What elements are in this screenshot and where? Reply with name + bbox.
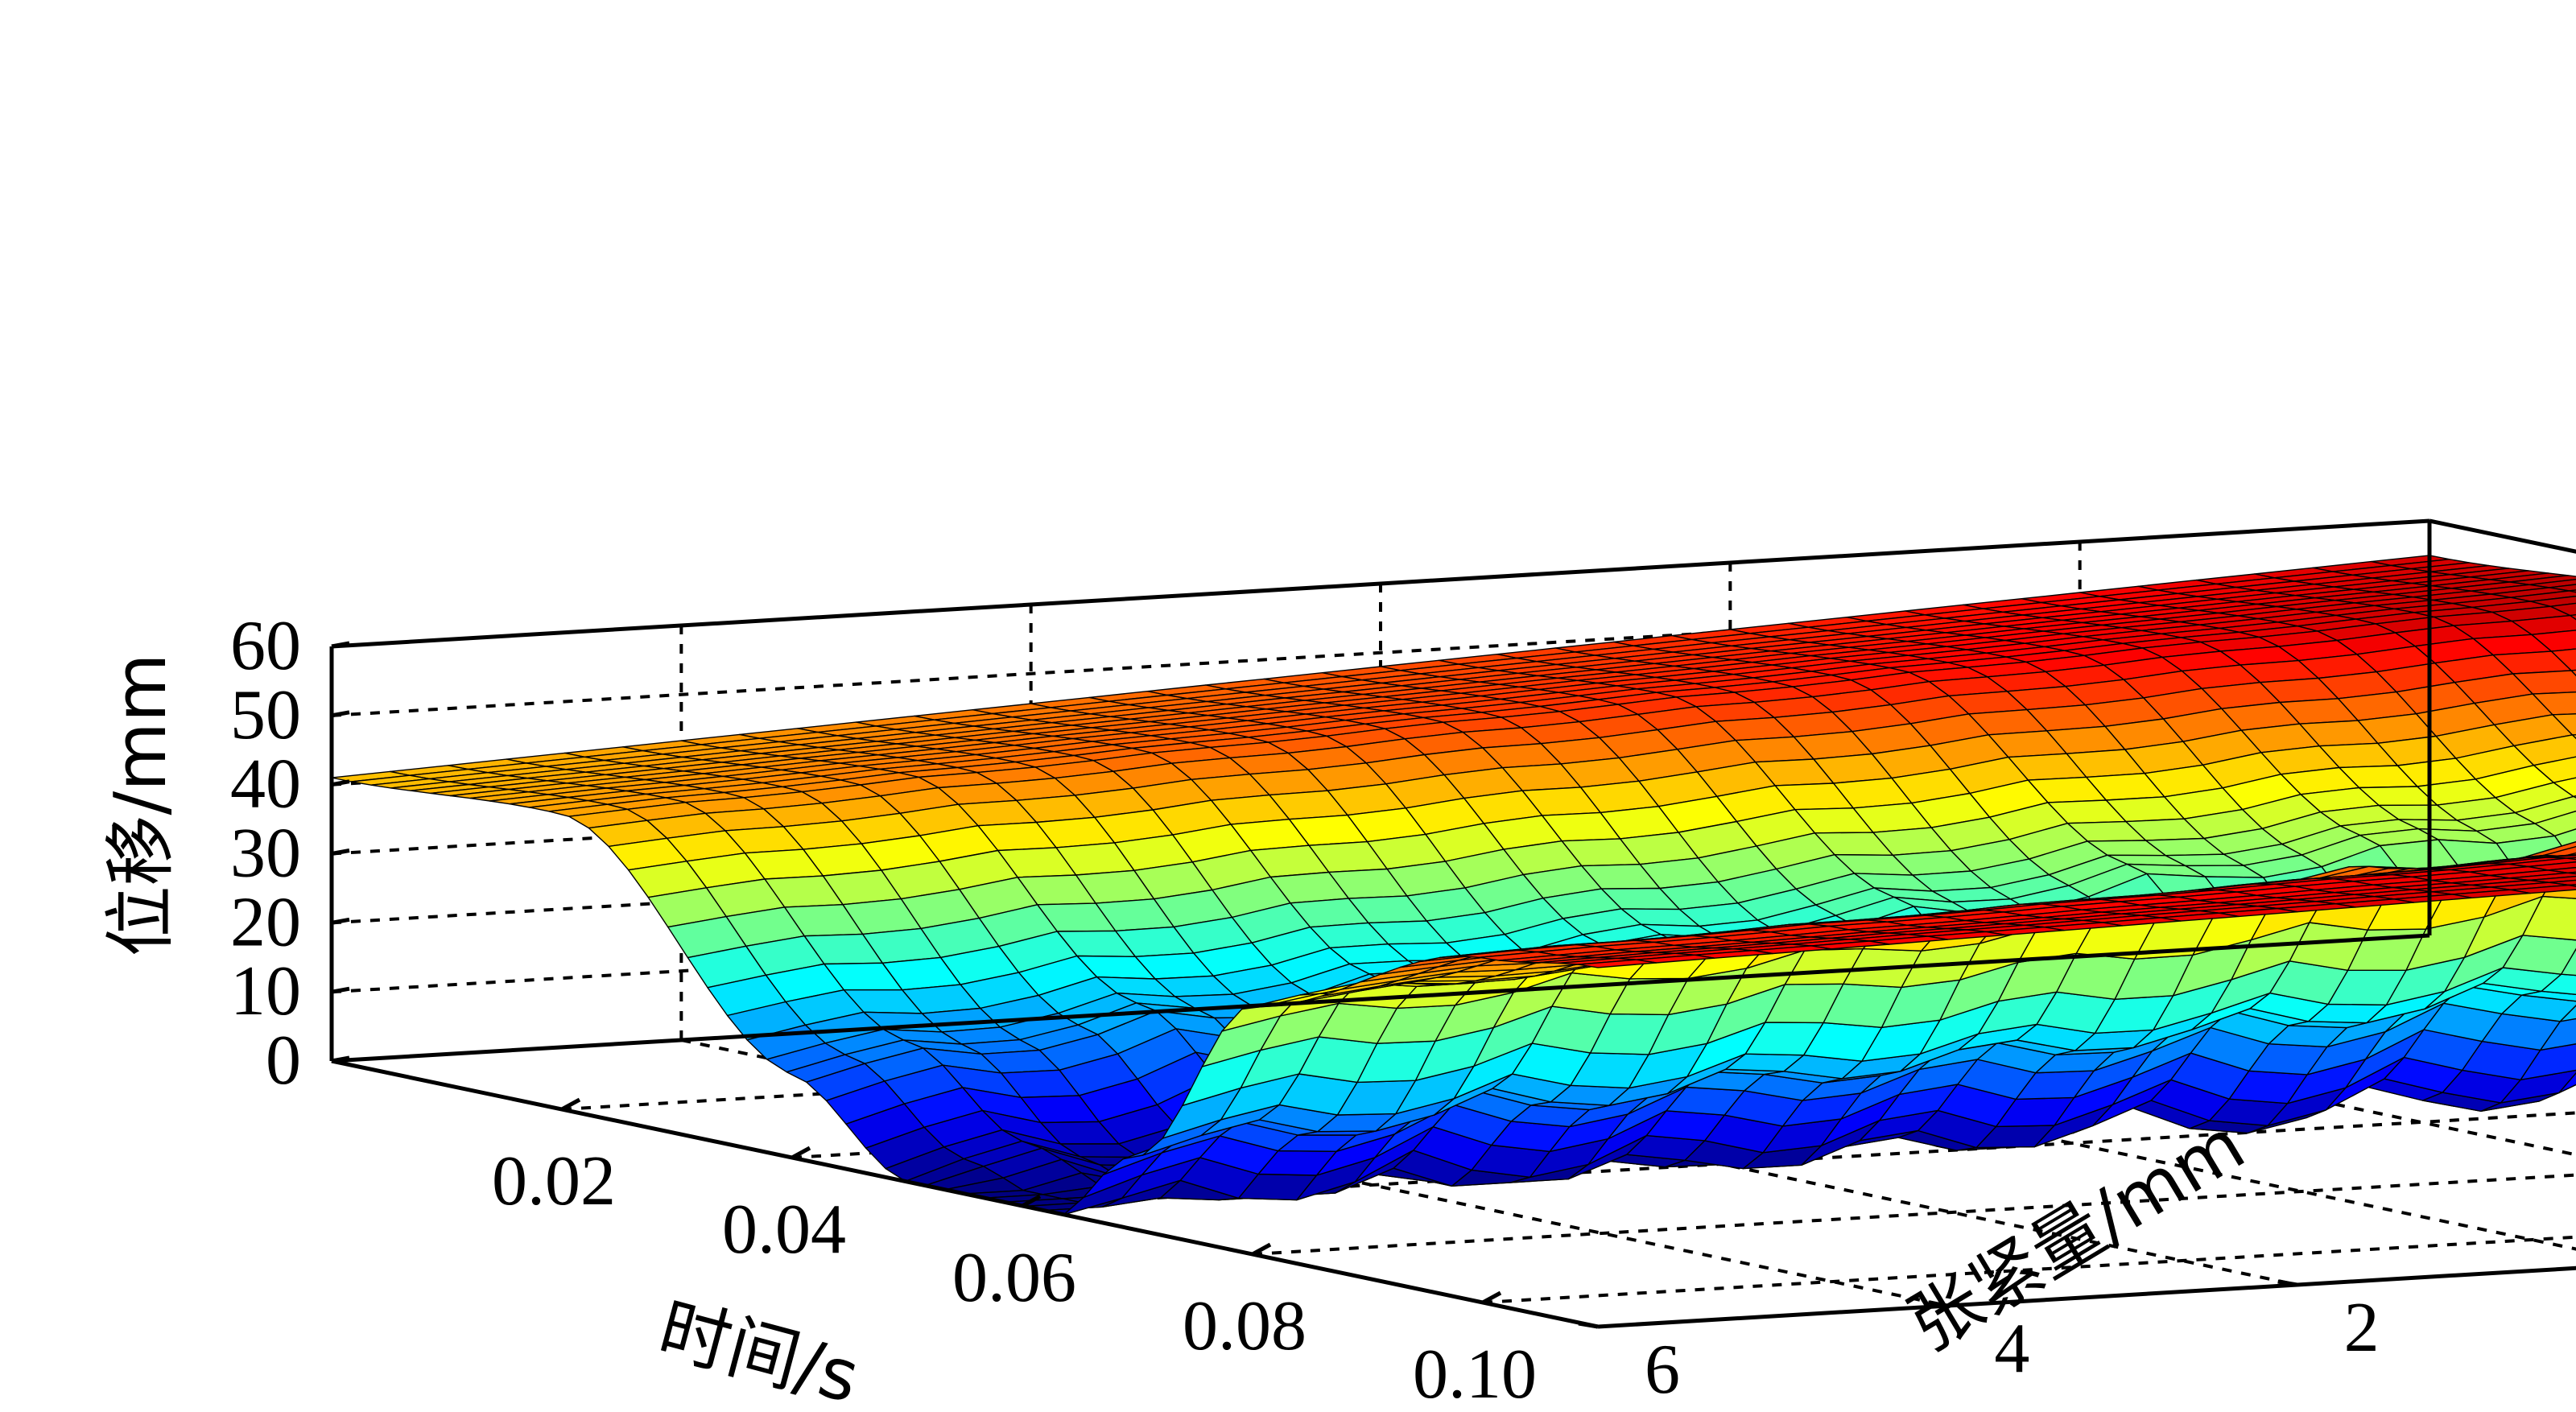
y-tick-mark [1578,1321,1599,1329]
y-tick-label: 6 [1645,1331,1680,1409]
x-tick-mark [1251,1242,1272,1257]
z-tick-mark [331,779,350,787]
y-tick-label: 4 [1994,1310,2029,1388]
axis-edge [331,1059,1599,1329]
x-tick-mark [1021,1194,1042,1208]
x-tick-mark [791,1146,811,1160]
z-tick-mark [331,848,350,856]
x-tick-label: 0.04 [722,1191,846,1269]
y-tick-mark [1927,1300,1948,1308]
y-tick-mark [2277,1279,2298,1287]
x-tick-label: 0.06 [952,1239,1076,1317]
x-tick-label: 0.02 [492,1142,616,1220]
z-tick-mark [331,1055,350,1063]
axis-edge [331,933,2430,1063]
z-tick-label: 60 [230,607,301,685]
axis-edge [331,518,2430,649]
surface-cell [1577,959,1657,968]
z-tick-label: 0 [266,1022,301,1100]
tick-labels: 01020304050600.020.040.060.080.106420−2−… [230,607,2380,1412]
grid-line [1252,1173,2576,1256]
x-tick-mark [1481,1290,1502,1305]
y-tick-label: 2 [2344,1289,2380,1367]
grid-line [1022,1111,2576,1208]
z-tick-mark [331,986,350,994]
z-tick-mark [331,641,350,649]
axes-frame [329,518,2576,1329]
z-tick-mark [331,917,350,925]
grid-line [331,588,2430,717]
grid-line [1482,1235,2576,1304]
z-tick-label: 10 [230,952,301,1030]
z-tick-label: 30 [230,815,301,893]
x-axis-label: 时间/s [650,1286,868,1412]
x-tick-label: 0.08 [1183,1287,1307,1365]
z-tick-label: 20 [230,883,301,961]
z-axis-label: 位移/mm [99,653,182,956]
surface-mesh [331,555,2576,1216]
z-tick-label: 50 [230,676,301,754]
x-tick-label: 0.10 [1413,1336,1537,1412]
z-tick-mark [331,710,350,718]
z-tick-label: 40 [230,745,301,824]
x-tick-mark [560,1097,581,1112]
